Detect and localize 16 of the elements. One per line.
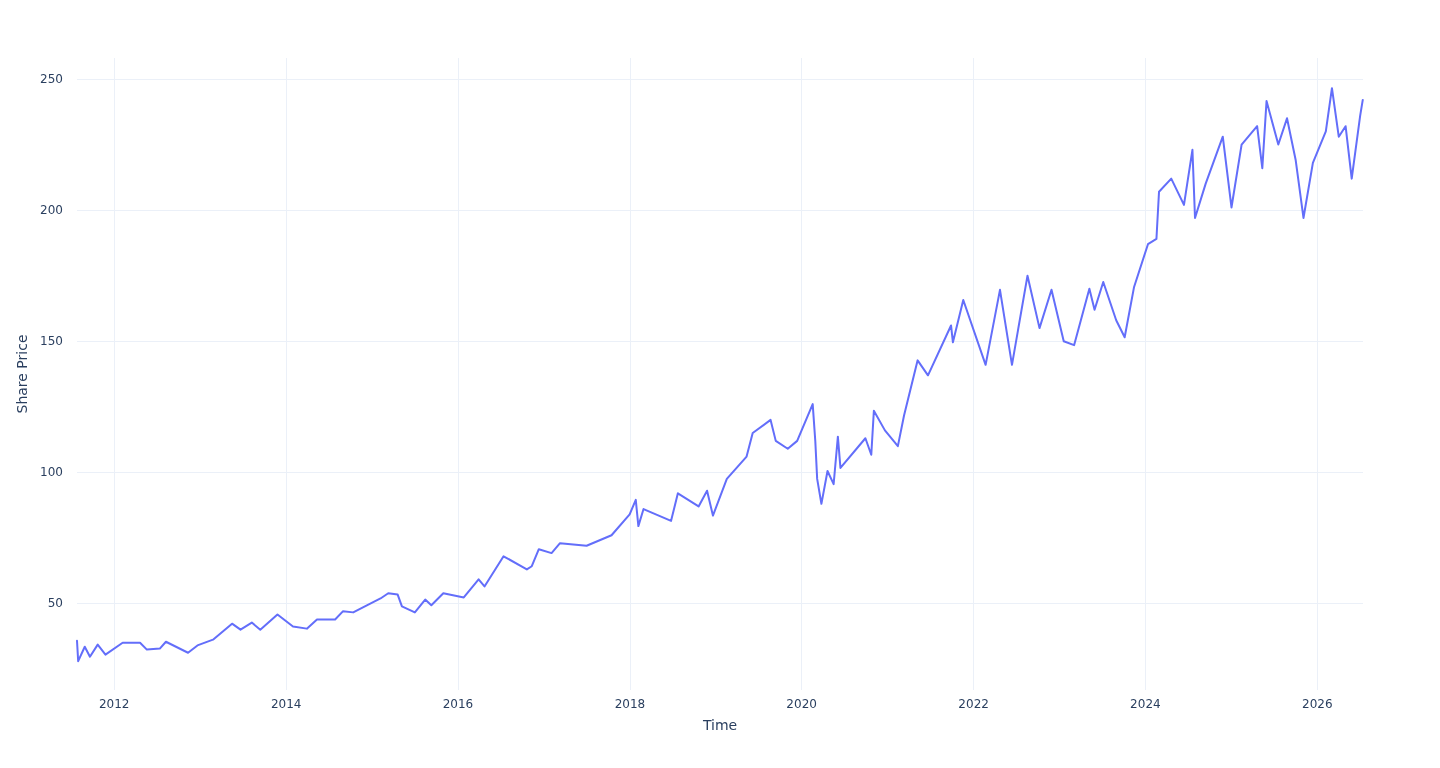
x-tick-label: 2020 [786,697,817,711]
line-series [76,87,1364,663]
x-tick-label: 2016 [442,697,474,711]
x-tick-label: 2026 [1302,697,1333,711]
x-tick-label: 2018 [614,697,646,711]
y-tick-label: 100 [40,465,63,480]
y-tick-label: 200 [40,203,63,218]
y-tick-label: 150 [40,334,63,349]
y-tick-label: 250 [40,71,63,86]
x-tick-label: 2014 [270,697,302,711]
x-tick-label: 2024 [1130,697,1161,711]
x-tick-label: 2012 [98,697,130,711]
x-tick-label: 2022 [958,697,989,711]
y-axis-title: Share Price [14,334,31,414]
y-tick-label: 50 [47,596,63,611]
x-axis-title: Time [701,717,738,733]
